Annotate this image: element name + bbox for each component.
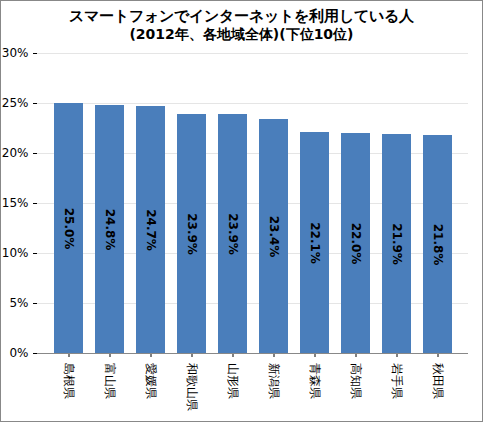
svg-text:22.0%: 22.0%: [349, 223, 363, 265]
svg-text:愛媛県: 愛媛県: [144, 363, 158, 399]
svg-text:岩手県: 岩手県: [390, 363, 404, 399]
svg-text:青森県: 青森県: [308, 363, 322, 399]
svg-text:和歌山県: 和歌山県: [185, 363, 199, 411]
svg-text:25.0%: 25.0%: [62, 208, 76, 250]
svg-text:秋田県: 秋田県: [431, 363, 445, 399]
svg-text:富山県: 富山県: [103, 363, 117, 399]
svg-text:高知県: 高知県: [349, 363, 363, 399]
svg-text:24.8%: 24.8%: [103, 209, 117, 251]
svg-text:15%: 15%: [2, 196, 29, 210]
svg-text:24.7%: 24.7%: [144, 209, 158, 251]
svg-text:23.9%: 23.9%: [185, 213, 199, 255]
svg-text:0%: 0%: [9, 346, 28, 360]
svg-text:20%: 20%: [2, 146, 29, 160]
svg-text:島根県: 島根県: [62, 363, 76, 399]
svg-text:21.9%: 21.9%: [390, 223, 404, 265]
html-text:スマートフォンでインターネットを利用している人: スマートフォンでインターネットを利用している人: [69, 7, 414, 25]
svg-text:5%: 5%: [9, 296, 28, 310]
html-text:(2012年、各地域全体)(下位10位): (2012年、各地域全体)(下位10位): [129, 26, 354, 42]
svg-text:30%: 30%: [2, 46, 29, 60]
svg-text:山形県: 山形県: [226, 363, 240, 399]
svg-text:10%: 10%: [2, 246, 29, 260]
svg-text:21.8%: 21.8%: [431, 224, 445, 266]
svg-text:25%: 25%: [2, 96, 29, 110]
svg-text:23.9%: 23.9%: [226, 213, 240, 255]
svg-text:新潟県: 新潟県: [267, 363, 281, 399]
svg-text:22.1%: 22.1%: [308, 222, 322, 264]
svg-text:23.4%: 23.4%: [267, 216, 281, 258]
